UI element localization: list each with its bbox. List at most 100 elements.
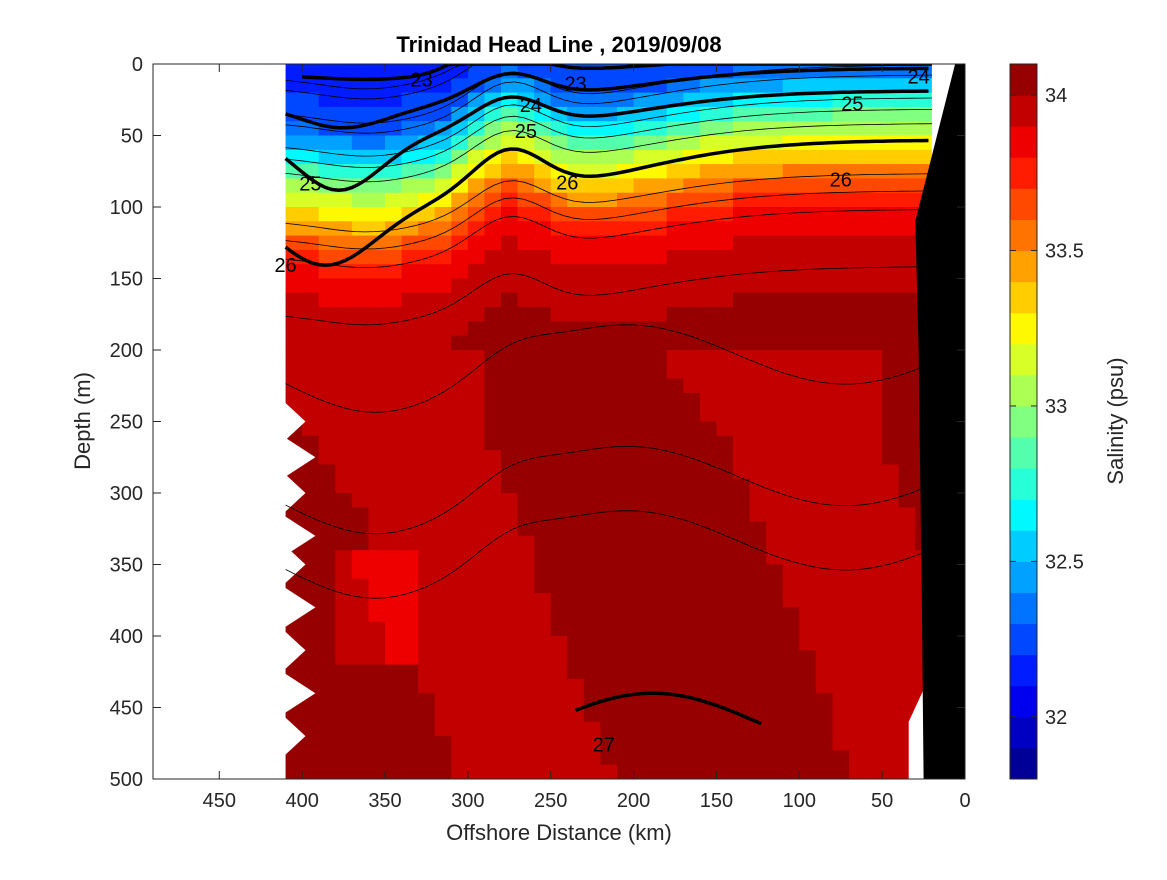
salinity-cell xyxy=(517,493,535,508)
salinity-cell xyxy=(583,707,602,723)
salinity-cell xyxy=(617,535,635,551)
salinity-cell xyxy=(799,392,817,408)
salinity-cell xyxy=(335,321,353,337)
salinity-cell xyxy=(567,121,585,137)
salinity-cell xyxy=(401,321,419,337)
salinity-cell xyxy=(285,621,303,637)
salinity-cell xyxy=(385,593,403,608)
salinity-cell xyxy=(799,750,817,766)
salinity-cell xyxy=(484,521,502,537)
salinity-cell xyxy=(683,535,701,551)
salinity-cell xyxy=(335,307,353,322)
salinity-cell xyxy=(368,92,386,108)
salinity-cell xyxy=(351,507,370,523)
salinity-cell xyxy=(799,650,817,666)
salinity-cell xyxy=(832,435,850,451)
salinity-cell xyxy=(501,264,519,280)
salinity-cell xyxy=(683,106,701,122)
salinity-cell xyxy=(683,578,701,594)
salinity-cell xyxy=(749,392,767,408)
salinity-cell xyxy=(467,207,486,222)
colorbar-segment xyxy=(1010,499,1037,531)
salinity-cell xyxy=(666,721,684,737)
salinity-cell xyxy=(451,364,469,380)
salinity-cell xyxy=(617,721,635,737)
salinity-cell xyxy=(318,621,336,637)
salinity-cell xyxy=(534,650,552,666)
salinity-cell xyxy=(666,235,684,251)
salinity-cell xyxy=(567,278,585,294)
salinity-cell xyxy=(683,478,701,494)
density-contour-23 xyxy=(302,64,932,82)
salinity-cell xyxy=(799,636,817,651)
salinity-cell xyxy=(368,264,386,280)
salinity-cell xyxy=(517,164,535,179)
salinity-cell xyxy=(484,764,502,779)
salinity-cell xyxy=(318,307,336,322)
salinity-cell xyxy=(467,421,486,437)
salinity-cell xyxy=(865,693,883,709)
salinity-cell xyxy=(335,535,353,551)
salinity-cell xyxy=(683,450,701,465)
colorbar-segment xyxy=(1010,281,1037,314)
salinity-cell xyxy=(766,450,784,465)
colorbar-segment xyxy=(1010,312,1037,345)
salinity-cell xyxy=(617,707,635,723)
salinity-cell xyxy=(832,278,850,294)
salinity-cell xyxy=(418,736,436,751)
salinity-cell xyxy=(318,721,336,737)
salinity-cell xyxy=(285,578,303,594)
salinity-cell xyxy=(617,593,635,608)
salinity-cell xyxy=(666,464,684,480)
x-tick-label: 50 xyxy=(871,790,893,812)
salinity-cell xyxy=(567,664,585,680)
salinity-cell xyxy=(567,407,585,423)
salinity-cell xyxy=(716,278,734,294)
salinity-cell xyxy=(434,750,452,766)
salinity-cell xyxy=(600,521,618,537)
salinity-cell xyxy=(467,149,486,165)
salinity-cell xyxy=(782,664,800,680)
salinity-cell xyxy=(351,350,370,365)
salinity-cell xyxy=(865,678,883,694)
salinity-cell xyxy=(285,378,303,394)
salinity-cell xyxy=(401,92,419,108)
salinity-cell xyxy=(401,736,419,751)
salinity-cell xyxy=(683,564,701,580)
salinity-cell xyxy=(815,435,834,451)
salinity-cell xyxy=(351,135,370,151)
salinity-cell xyxy=(517,650,535,666)
salinity-cell xyxy=(832,149,850,165)
salinity-cell xyxy=(782,92,800,108)
salinity-cell xyxy=(451,221,469,237)
salinity-cell xyxy=(467,192,486,208)
salinity-cell xyxy=(749,207,767,222)
salinity-cell xyxy=(699,678,718,694)
salinity-cell xyxy=(351,92,370,108)
salinity-cell xyxy=(898,292,916,308)
salinity-cell xyxy=(617,292,635,308)
salinity-cell xyxy=(600,721,618,737)
salinity-cell xyxy=(815,149,834,165)
salinity-cell xyxy=(583,121,602,137)
salinity-cell xyxy=(467,478,486,494)
salinity-cell xyxy=(484,450,502,465)
density-contour-minor xyxy=(285,209,932,269)
salinity-cell xyxy=(351,593,370,608)
salinity-cell xyxy=(699,135,718,151)
salinity-cell xyxy=(766,764,784,779)
salinity-cell xyxy=(832,507,850,523)
salinity-cell xyxy=(716,392,734,408)
salinity-cell xyxy=(716,350,734,365)
salinity-cell xyxy=(501,764,519,779)
salinity-cell xyxy=(418,593,436,608)
salinity-cell xyxy=(451,678,469,694)
salinity-cell xyxy=(418,750,436,766)
salinity-cell xyxy=(699,321,718,337)
salinity-cell xyxy=(683,221,701,237)
density-contour-minor xyxy=(285,190,932,250)
salinity-cell xyxy=(849,521,867,537)
salinity-cell xyxy=(650,507,668,523)
missing-data-notch xyxy=(282,585,316,629)
salinity-cell xyxy=(650,736,668,751)
